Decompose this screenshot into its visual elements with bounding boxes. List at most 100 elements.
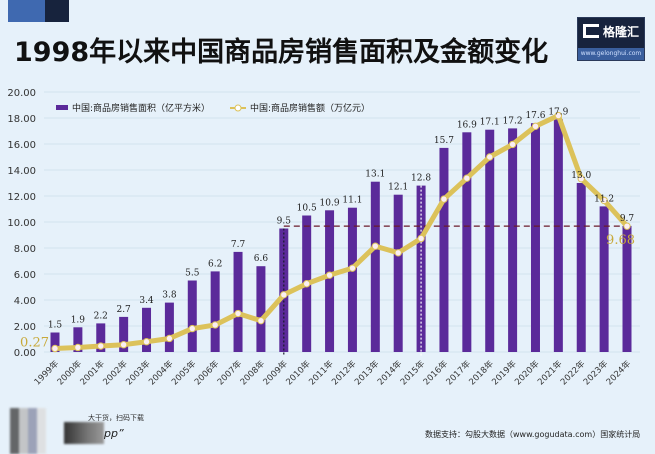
bar: [553, 119, 563, 352]
annotation-label: 0.27: [20, 335, 49, 350]
bar-label: 15.7: [434, 136, 454, 146]
line-marker: [211, 321, 219, 329]
line-marker: [325, 271, 334, 279]
bar: [416, 185, 426, 352]
bar-label: 9.7: [620, 214, 635, 224]
line-marker: [623, 222, 631, 230]
line-marker: [302, 280, 311, 288]
line-marker: [440, 195, 448, 203]
bar: [530, 123, 540, 352]
bar: [485, 129, 495, 352]
bar-label: 11.1: [342, 196, 362, 206]
bar: [622, 225, 632, 352]
bar-label: 2.7: [116, 305, 131, 315]
bar: [187, 280, 197, 352]
line-marker: [508, 140, 517, 149]
bar: [508, 128, 518, 352]
bar-label: 17.9: [548, 107, 568, 117]
y-tick-label: 10.00: [7, 218, 36, 229]
y-tick-label: 2.00: [14, 322, 36, 333]
annotation-label: 9.68: [606, 233, 635, 248]
bar-label: 7.7: [231, 240, 246, 250]
line-marker: [371, 242, 380, 250]
bar: [233, 251, 243, 352]
line-marker: [74, 343, 82, 352]
bar: [347, 207, 357, 352]
bar-label: 10.9: [320, 198, 340, 208]
bar-labels: 1.5 1.9 2.2 2.7 3.4 3.8 5.5 6.2 7.7 6.6 9.5 10.510.…: [48, 107, 635, 330]
bar: [256, 266, 266, 352]
bar-label: 10.5: [297, 204, 317, 214]
data-source: 数据支持：勾股大数据（www.gogudata.com）国家统计局: [425, 430, 641, 439]
legend-line-label: 中国:商品房销售额（万亿元）: [250, 102, 370, 114]
brand-logo: 格隆汇 www.gelonghui.com: [577, 17, 645, 61]
line-marker: [234, 309, 242, 318]
x-axis-ticks: 1999年2000年2001年2002年2003年2004年2005年2006年…: [32, 358, 633, 387]
bar: [599, 206, 609, 352]
bar-label: 9.5: [277, 217, 292, 227]
sales-line: [51, 111, 631, 353]
line-marker: [417, 234, 425, 243]
line-marker: [51, 344, 59, 353]
line-marker: [97, 342, 105, 350]
bar: [576, 183, 586, 352]
line-marker: [463, 174, 471, 182]
bar-label: 11.2: [594, 194, 614, 204]
bar-label: 16.9: [457, 120, 477, 130]
y-axis-ticks: 0.00 2.00 4.00 6.00 8.00 10.00 12.00 14.00 16.00…: [7, 88, 36, 359]
y-tick-label: 4.00: [14, 296, 36, 307]
legend-bar-swatch: [56, 105, 68, 110]
bar: [210, 271, 220, 352]
bar: [164, 302, 174, 352]
bar-label: 6.2: [208, 259, 222, 269]
y-tick-label: 12.00: [7, 192, 36, 203]
y-tick-label: 16.00: [7, 140, 36, 151]
line-marker: [119, 341, 128, 349]
y-tick-label: 6.00: [14, 270, 36, 281]
bar-label: 12.1: [388, 183, 408, 193]
corner-decoration-dark: [45, 0, 69, 22]
bar: [50, 332, 60, 352]
line-path: [52, 113, 630, 351]
page-title: 1998年以来中国商品房销售面积及金额变化: [14, 37, 549, 68]
bar-label: 3.8: [162, 291, 177, 301]
bar-label: 6.6: [254, 254, 269, 264]
bar: [439, 147, 449, 352]
x-tick-label: 2024年: [604, 358, 633, 387]
line-marker: [142, 338, 151, 346]
bar-label: 17.2: [503, 116, 523, 126]
bar-label: 1.9: [71, 315, 86, 325]
bar-label: 5.5: [185, 269, 200, 279]
line-marker: [554, 111, 563, 120]
line-marker: [600, 196, 608, 205]
logo-url: www.gelonghui.com: [578, 48, 644, 60]
qr-caption: 大干货，扫码下载: [88, 414, 144, 422]
bar-label: 3.4: [139, 296, 154, 306]
legend-line-marker: [234, 104, 242, 112]
reference-line: [283, 185, 633, 356]
y-tick-label: 18.00: [7, 114, 36, 125]
bar-label: 12.8: [411, 174, 431, 184]
bar: [325, 210, 335, 352]
y-tick-label: 0.00: [14, 348, 36, 359]
y-tick-label: 20.00: [7, 88, 36, 99]
bar: [142, 307, 152, 352]
qr-code-blurred: [10, 408, 46, 454]
bar: [119, 316, 129, 352]
bar-label: 13.0: [571, 171, 591, 181]
bar-label: 1.5: [48, 321, 63, 331]
line-marker: [531, 122, 540, 131]
bar-label: 17.1: [480, 118, 500, 128]
bar: [96, 323, 106, 352]
bar-label: 2.2: [94, 311, 108, 321]
bar-label: 13.1: [365, 170, 385, 180]
legend: 中国:商品房销售面积（亿平方米） 中国:商品房销售额（万亿元）: [56, 102, 370, 114]
line-marker: [577, 175, 585, 183]
line-marker: [188, 324, 196, 333]
bar: [462, 132, 472, 352]
grid-lines: [44, 91, 640, 353]
logo-g-icon: [583, 24, 599, 38]
bars: [50, 119, 632, 352]
bar-label: 17.6: [525, 111, 545, 121]
line-marker: [280, 291, 288, 299]
